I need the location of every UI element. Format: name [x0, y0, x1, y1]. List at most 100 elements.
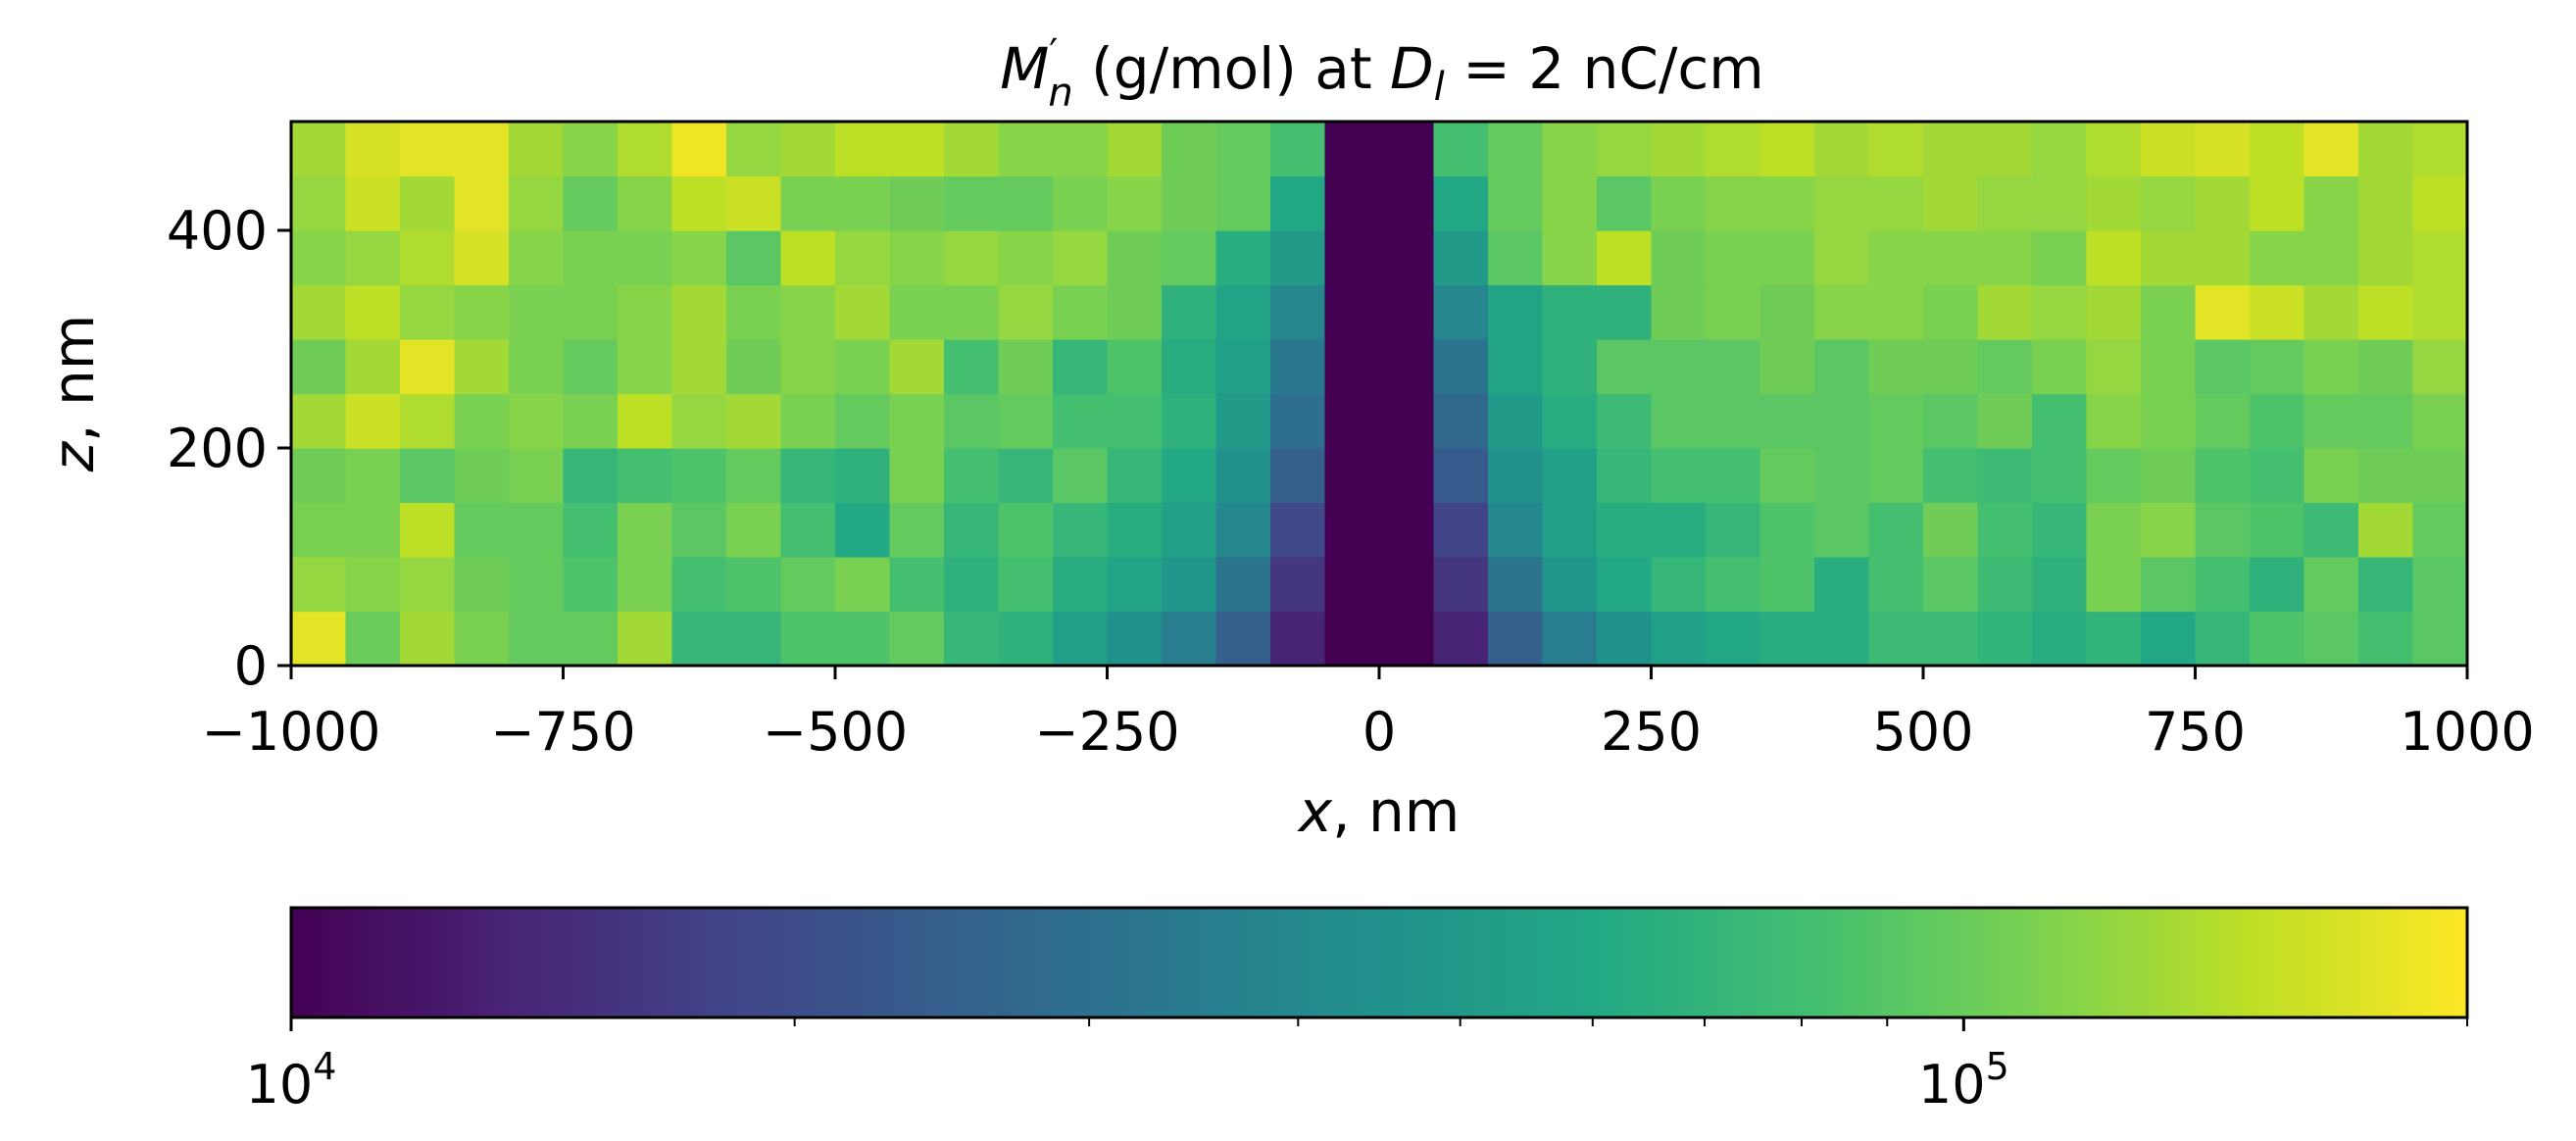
heatmap-cell: [2358, 339, 2414, 395]
heatmap-cell: [2250, 611, 2305, 667]
heatmap-cell: [2032, 230, 2088, 286]
heatmap-cell: [835, 122, 891, 177]
heatmap-cell: [2195, 448, 2251, 504]
heatmap-cell: [345, 502, 401, 558]
heatmap-cell: [2304, 557, 2359, 613]
heatmap-cell: [1107, 339, 1163, 395]
heatmap-cell: [1814, 448, 1870, 504]
heatmap-cell: [1814, 339, 1870, 395]
heatmap-cell: [400, 393, 456, 449]
heatmap-cell: [563, 448, 619, 504]
heatmap-cell: [1107, 502, 1163, 558]
heatmap-cell: [1923, 448, 1979, 504]
heatmap-cell: [1053, 122, 1109, 177]
heatmap-cell: [2304, 339, 2359, 395]
heatmap-cell: [509, 611, 565, 667]
heatmap-cell: [998, 448, 1054, 504]
heatmap-cell: [1324, 122, 1380, 177]
heatmap-cell: [1053, 448, 1109, 504]
chart-title: M′ n (g/mol) at Dl = 2 nC/cm: [1000, 31, 1764, 116]
heatmap-cell: [1379, 611, 1435, 667]
heatmap-cell: [1488, 122, 1544, 177]
heatmap-cell: [1868, 393, 1924, 449]
heatmap-cell: [780, 175, 836, 231]
heatmap-cell: [1324, 393, 1380, 449]
heatmap-cell: [1977, 557, 2033, 613]
heatmap-cell: [618, 611, 673, 667]
heatmap-cell: [2032, 339, 2088, 395]
z-tick-label: 200: [167, 418, 268, 479]
heatmap-cell: [1814, 175, 1870, 231]
title-symbol: M: [1000, 35, 1049, 102]
heatmap-cell: [1814, 122, 1870, 177]
heatmap-cell: [1759, 502, 1815, 558]
heatmap-cell: [1379, 502, 1435, 558]
heatmap-cell: [998, 502, 1054, 558]
heatmap-cell: [1977, 175, 2033, 231]
heatmap-cell: [1162, 122, 1217, 177]
heatmap-cell: [1923, 339, 1979, 395]
heatmap-cell: [1651, 502, 1707, 558]
heatmap-cell: [1215, 230, 1271, 286]
heatmap-cell: [618, 175, 673, 231]
heatmap-cell: [1542, 611, 1598, 667]
heatmap-cell: [1270, 175, 1326, 231]
heatmap-cell: [1923, 175, 1979, 231]
heatmap-cell: [889, 122, 945, 177]
heatmap-cell: [1759, 611, 1815, 667]
heatmap-cell: [1107, 284, 1163, 340]
heatmap-cell: [1488, 230, 1544, 286]
heatmap-cell: [1597, 502, 1653, 558]
heatmap-cell: [291, 611, 347, 667]
heatmap-cell: [1597, 393, 1653, 449]
heatmap-cell: [2141, 230, 2197, 286]
heatmap-cell: [400, 284, 456, 340]
heatmap-cell: [2086, 284, 2142, 340]
heatmap-cell: [1488, 284, 1544, 340]
heatmap-cell: [345, 175, 401, 231]
heatmap-cell: [1597, 557, 1653, 613]
heatmap-cell: [1215, 284, 1271, 340]
heatmap-cell: [2086, 339, 2142, 395]
colorbar: [289, 906, 2469, 1019]
heatmap-cell: [1053, 339, 1109, 395]
heatmap-cell: [1324, 611, 1380, 667]
heatmap-cell: [509, 393, 565, 449]
heatmap-cell: [1162, 448, 1217, 504]
heatmap-cell: [944, 502, 1000, 558]
heatmap-cell: [944, 448, 1000, 504]
heatmap-cell: [671, 230, 727, 286]
x-tick-label: 750: [2145, 701, 2246, 763]
heatmap-cell: [1270, 284, 1326, 340]
heatmap-cell: [2250, 502, 2305, 558]
heatmap-cell: [345, 393, 401, 449]
heatmap-cell: [1814, 393, 1870, 449]
heatmap-cell: [1923, 557, 1979, 613]
heatmap-cell: [1706, 557, 1761, 613]
heatmap-cell: [1597, 284, 1653, 340]
heatmap-cell: [1324, 557, 1380, 613]
heatmap-cell: [618, 502, 673, 558]
heatmap-cell: [1977, 393, 2033, 449]
heatmap-cell: [291, 339, 347, 395]
heatmap-cell: [2358, 611, 2414, 667]
heatmap-cell: [1053, 611, 1109, 667]
heatmap-cell: [509, 339, 565, 395]
heatmap-cell: [1814, 557, 1870, 613]
heatmap-cell: [2304, 284, 2359, 340]
heatmap-cell: [1433, 230, 1489, 286]
heatmap-cell: [835, 393, 891, 449]
heatmap-cell: [1923, 393, 1979, 449]
heatmap-cell: [2412, 448, 2468, 504]
heatmap-cell: [780, 230, 836, 286]
heatmap-cell: [2358, 175, 2414, 231]
heatmap-cell: [671, 175, 727, 231]
heatmap-cell: [1433, 284, 1489, 340]
x-tick-label: 1000: [2400, 701, 2534, 763]
heatmap-cell: [2304, 175, 2359, 231]
heatmap-cell: [835, 557, 891, 613]
heatmap-cell: [944, 230, 1000, 286]
heatmap-cell: [998, 393, 1054, 449]
heatmap-cell: [1324, 448, 1380, 504]
